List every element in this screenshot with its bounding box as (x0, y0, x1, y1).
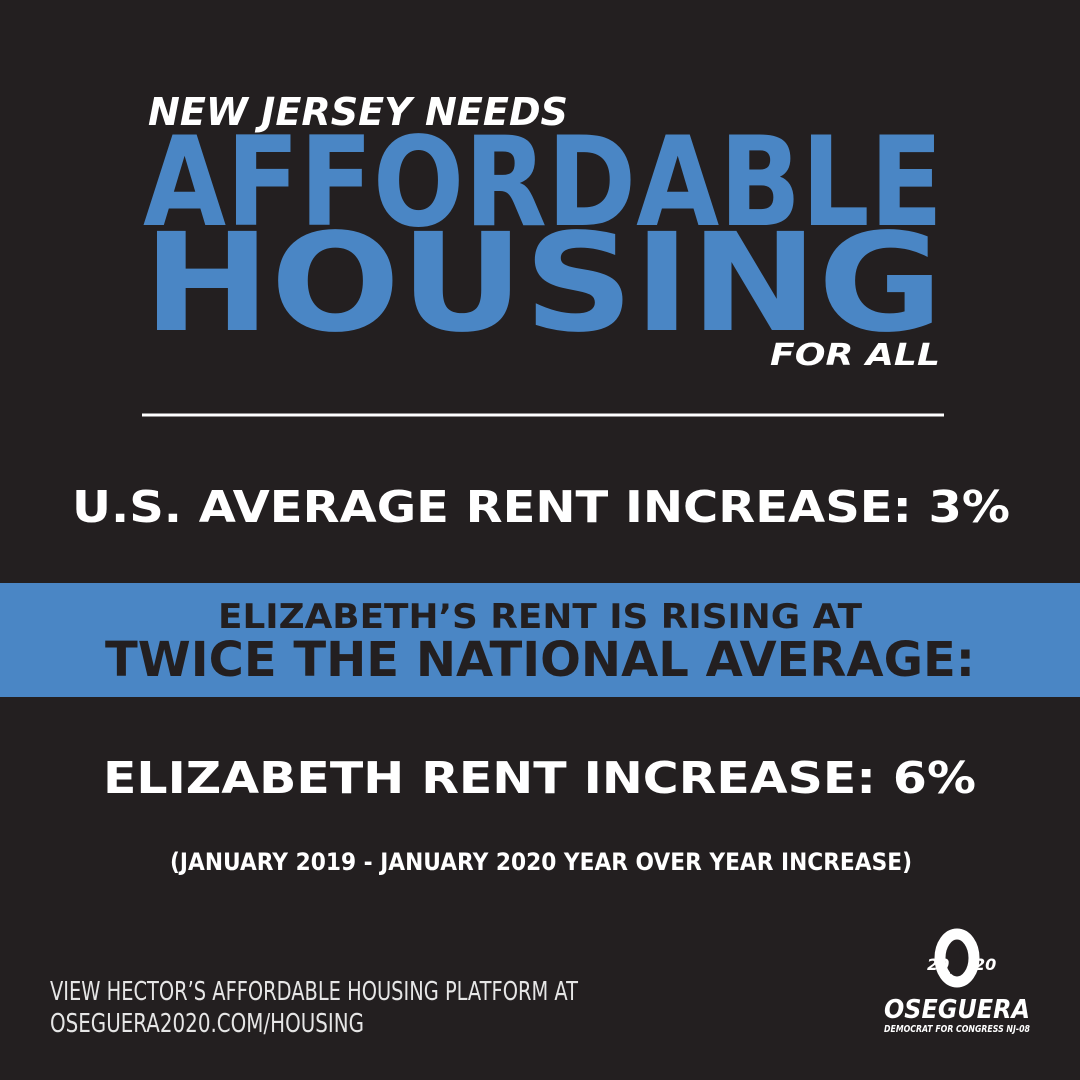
logo-year: 20 (974, 955, 996, 974)
logo-state (950, 944, 960, 974)
logo-mark (934, 928, 980, 988)
us-stat: U.S. AVERAGE RENT INCREASE: 3% (72, 482, 1010, 533)
headline: HOUSING (143, 205, 943, 363)
banner-text: TWICE THE NATIONAL AVERAGE: (105, 632, 975, 688)
headline: AFFORDABLE (143, 111, 943, 255)
note: (JANUARY 2019 - JANUARY 2020 YEAR OVER Y… (170, 848, 912, 876)
cta: OSEGUERA2020.COM/HOUSING (50, 1009, 364, 1039)
banner-text: ELIZABETH’S RENT IS RISING AT (218, 597, 863, 637)
elizabeth-stat: ELIZABETH RENT INCREASE: 6% (103, 753, 976, 804)
tagline: FOR ALL (770, 338, 940, 373)
logo-year: 20 (927, 955, 949, 974)
cta: VIEW HECTOR’S AFFORDABLE HOUSING PLATFOR… (50, 977, 578, 1007)
logo: 20 20 OSEGUERA DEMOCRAT FOR CONGRESS NJ-… (884, 928, 1030, 1035)
kicker: NEW JERSEY NEEDS (148, 90, 568, 134)
logo-name: OSEGUERA (884, 995, 1030, 1025)
logo-subtitle: DEMOCRAT FOR CONGRESS NJ-08 (884, 1024, 1030, 1035)
banner (0, 583, 1080, 697)
